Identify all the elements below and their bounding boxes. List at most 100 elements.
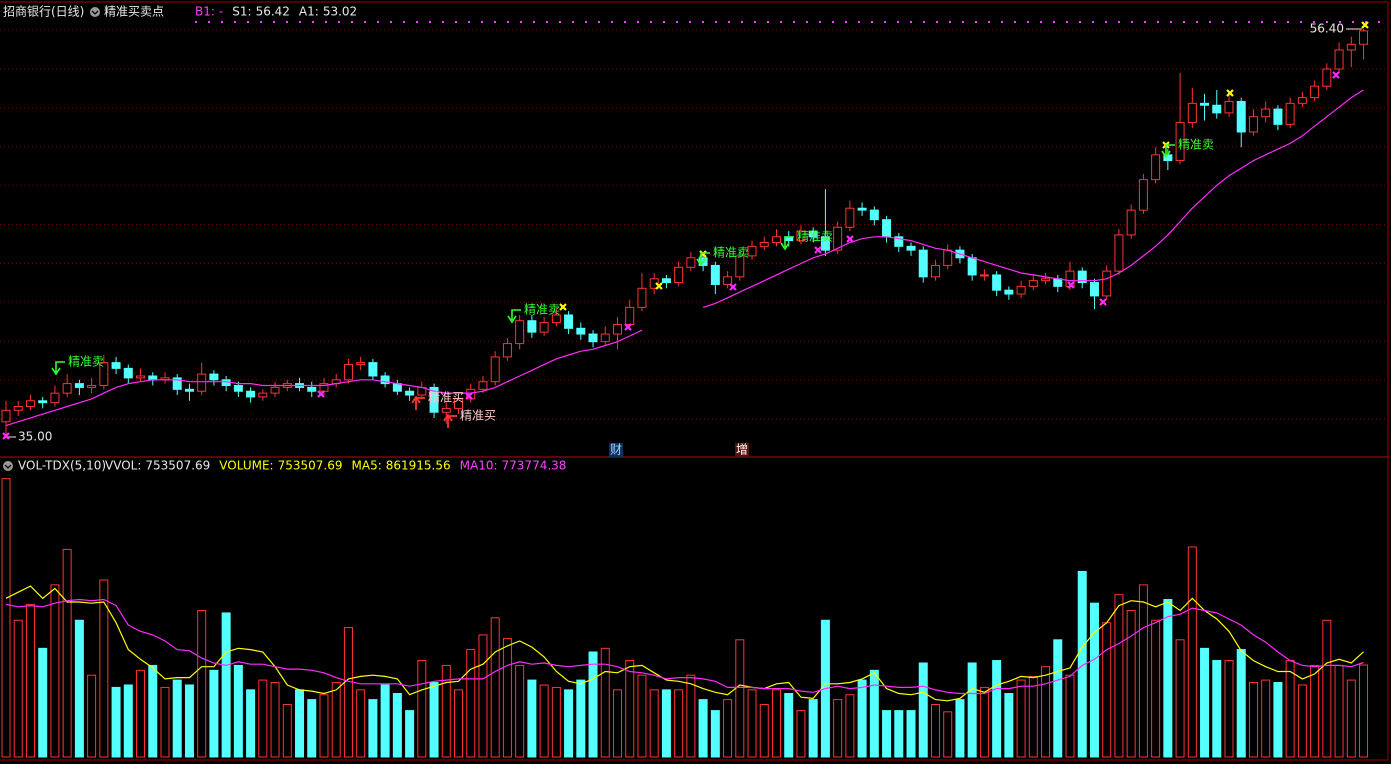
volume-bar [246,689,256,758]
volume-bar [515,664,525,758]
volume-bar [25,603,35,758]
candle-body [1187,102,1197,123]
volume-bar [466,649,476,758]
volume-bar [918,662,928,758]
volume-bar [123,684,133,758]
signal-cross [1067,281,1075,289]
candle-body [62,383,72,394]
candle-body [1200,102,1210,106]
candle-body [405,390,415,396]
volume-bar [661,689,671,758]
candle-body [50,392,60,404]
volume-bar [613,689,622,758]
candle-body [209,373,219,381]
volume-bar [331,682,341,758]
legend-label: MA5: [352,459,382,473]
volume-bar [50,584,60,758]
candle-body [258,392,268,398]
signal-cross [2,432,10,440]
volume-bar [136,669,146,758]
legend-value: 861915.56 [386,459,451,473]
legend-value: 773774.38 [502,459,567,473]
candle-body [857,207,867,211]
event-badge [735,443,749,457]
candle-body [943,249,953,266]
volume-bar [600,647,610,758]
candle-body [74,383,84,388]
candle-body [1334,49,1344,70]
legend-value: 753507.69 [278,459,343,473]
icon-circle [90,7,100,17]
volume-bar [184,684,194,758]
volume-bar [74,619,84,758]
volume-bar [380,684,390,758]
volume-bar [930,704,940,758]
candle-body [1053,278,1063,287]
annotation: 精准买 [428,391,464,405]
volume-bar [307,699,317,758]
legend-value: 53.02 [323,5,357,19]
candle-body [735,255,745,278]
volume-bar [405,710,415,758]
candle-body [184,388,194,392]
candle-body [270,386,280,394]
legend-label: B1: [195,5,215,19]
icon-chevron [4,464,12,469]
legend-value: 56.42 [256,5,290,19]
annotation: 精准卖 [797,230,833,244]
volume-bar [882,710,892,758]
candle-body [710,264,720,285]
candle-body [759,242,769,247]
volume-bar [13,619,23,758]
candle-body [246,390,256,398]
candle-body [894,236,904,247]
volume-bar [1114,594,1124,758]
volume-bar [943,711,953,758]
candle-body [637,287,647,308]
volume-bar [1138,584,1148,758]
volume-bar [172,679,182,758]
candle-body [833,226,843,251]
candle-body [136,375,146,379]
volume-bar [833,699,843,758]
candle-body [600,333,610,343]
candle-body [1,409,11,423]
candle-body [515,320,525,345]
volume-bar [1,478,11,758]
volume-bar [356,689,366,758]
candle-body [845,207,855,228]
volume-bar [796,710,806,758]
volume-bar [270,682,280,758]
candle-body [233,385,243,392]
volume-bar [368,699,378,758]
volume-bar [490,617,500,758]
volume-bar [392,693,402,758]
candle-body [1322,68,1332,87]
signal-cross [655,282,663,290]
volume-bar [258,679,268,758]
indicator-icon[interactable] [90,7,100,17]
event-badge [609,443,623,457]
volume-bar [160,686,170,758]
volume-icon[interactable] [3,461,13,471]
candle-body [747,245,757,257]
volume-bar [343,627,353,758]
candle-body [25,400,35,407]
annotation: 精准卖 [524,303,560,317]
candle-body [674,266,684,284]
candle-body [1212,104,1222,114]
candle-body [343,364,353,381]
candle-body [625,306,635,326]
legend-label: A1: [299,5,319,19]
volume-bar [1310,664,1320,758]
volume-bar [588,651,598,758]
volume-bar [1028,675,1038,758]
volume-bar [1297,684,1307,758]
sell-arrow [1161,144,1175,159]
candle-body [356,362,366,366]
annotation: 精准买 [460,409,496,423]
volume-bar [1346,679,1356,758]
volume-bar [197,610,207,758]
candle-body [967,257,977,276]
candle-body [1028,280,1038,287]
